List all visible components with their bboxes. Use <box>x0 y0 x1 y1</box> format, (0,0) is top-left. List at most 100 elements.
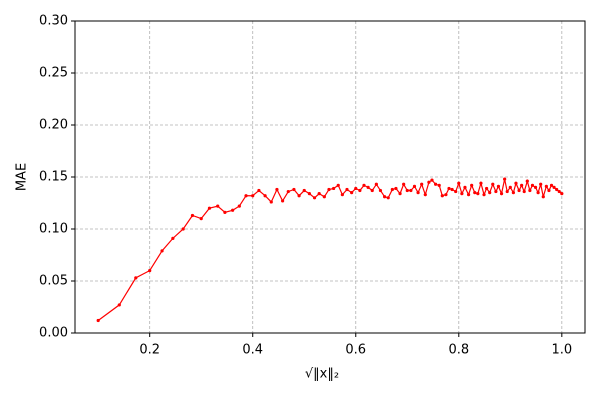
data-point <box>340 193 344 197</box>
x-tick-label: 0.6 <box>345 343 366 358</box>
data-point <box>544 184 548 188</box>
data-point <box>555 187 559 192</box>
data-point <box>237 204 241 208</box>
data-point <box>345 187 349 192</box>
data-point <box>541 195 545 199</box>
data-point <box>528 188 532 193</box>
data-point <box>358 188 362 193</box>
data-point <box>470 183 474 187</box>
data-point <box>405 188 409 193</box>
data-point <box>251 194 255 198</box>
data-point <box>370 188 374 193</box>
data-point <box>482 193 486 197</box>
data-point <box>322 195 326 199</box>
plot-frame <box>74 20 586 334</box>
y-tick-label: 0.00 <box>39 326 68 341</box>
data-point <box>317 192 321 196</box>
data-point <box>366 185 370 189</box>
data-point <box>390 187 394 192</box>
data-point <box>402 182 406 186</box>
data-point <box>292 187 296 192</box>
data-point <box>275 187 279 192</box>
data-point <box>505 189 509 194</box>
data-point <box>269 200 273 204</box>
x-axis-label: √‖x‖₂ <box>305 367 339 382</box>
y-tick-label: 0.30 <box>39 14 68 29</box>
data-point <box>412 184 417 188</box>
data-point <box>327 187 331 192</box>
data-point <box>437 183 441 187</box>
data-point <box>416 191 420 195</box>
data-point <box>479 181 483 185</box>
data-point <box>378 188 383 193</box>
data-point <box>517 188 521 193</box>
data-point <box>434 182 438 186</box>
data-point <box>420 182 424 186</box>
x-tick-label: 0.4 <box>242 343 263 358</box>
data-point <box>199 217 203 221</box>
y-tick-label: 0.15 <box>39 170 68 185</box>
x-tick-label: 0.8 <box>448 343 469 358</box>
data-point <box>297 194 301 198</box>
data-point <box>181 227 185 231</box>
data-point <box>536 191 540 195</box>
data-point <box>496 184 501 188</box>
data-point <box>444 193 448 197</box>
data-point <box>207 206 212 210</box>
data-point <box>557 189 561 194</box>
data-point <box>440 194 444 198</box>
data-point <box>160 249 164 253</box>
data-point <box>117 303 121 307</box>
data-point <box>312 196 317 200</box>
data-point <box>386 196 390 200</box>
data-point <box>354 186 358 191</box>
data-point <box>511 191 515 195</box>
x-tick-label: 1.0 <box>551 343 572 358</box>
data-line <box>97 178 563 322</box>
data-point <box>171 236 175 240</box>
data-point <box>454 189 458 194</box>
data-point <box>530 183 535 187</box>
data-point <box>533 185 538 189</box>
data-point <box>539 182 543 186</box>
data-point <box>447 186 451 191</box>
data-point <box>394 186 398 191</box>
data-point <box>560 192 564 196</box>
data-point <box>520 183 524 187</box>
data-point <box>374 182 378 186</box>
data-point <box>522 189 526 194</box>
data-point <box>494 189 498 194</box>
data-point <box>503 177 507 181</box>
data-point <box>514 181 518 185</box>
y-tick-label: 0.10 <box>39 222 68 237</box>
data-point <box>216 204 220 208</box>
data-point <box>460 192 464 196</box>
data-point <box>466 193 471 197</box>
data-point <box>476 192 480 196</box>
y-axis-label: MAE <box>15 163 30 191</box>
data-point <box>457 181 461 185</box>
data-point <box>463 185 467 189</box>
data-point <box>525 179 529 183</box>
data-point <box>332 186 336 191</box>
data-point <box>398 192 402 196</box>
data-point <box>427 180 431 184</box>
data-point <box>148 269 152 273</box>
data-point <box>547 188 551 193</box>
data-point <box>190 213 195 218</box>
data-point <box>488 191 492 195</box>
data-point <box>409 188 413 193</box>
data-point <box>362 183 366 187</box>
data-point <box>473 191 477 195</box>
data-point <box>302 188 306 193</box>
data-point <box>263 194 267 198</box>
data-point <box>508 185 512 189</box>
data-point <box>430 178 434 182</box>
data-point <box>549 183 554 187</box>
y-tick-label: 0.05 <box>39 274 68 289</box>
data-point <box>499 192 504 196</box>
data-point <box>134 276 138 280</box>
data-point <box>231 208 235 212</box>
data-point <box>281 199 285 203</box>
data-point <box>350 191 354 195</box>
